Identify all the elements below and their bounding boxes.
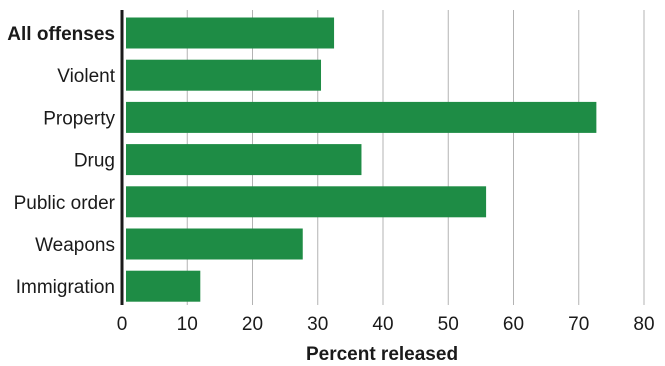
category-label-weapons: Weapons bbox=[35, 235, 115, 256]
category-label-property: Property bbox=[43, 108, 115, 129]
category-label-drug: Drug bbox=[74, 151, 115, 172]
bar-drug bbox=[126, 144, 362, 176]
x-axis-title: Percent released bbox=[306, 344, 458, 365]
x-tick-label-0: 0 bbox=[117, 314, 128, 335]
bar-weapons bbox=[126, 228, 303, 260]
category-label-violent: Violent bbox=[57, 66, 115, 87]
bar-immigration bbox=[126, 270, 201, 302]
category-labels: All offenses Violent Property Drug Public or… bbox=[7, 24, 115, 298]
bar-all-offenses bbox=[126, 17, 335, 49]
category-label-public-order: Public order bbox=[14, 193, 116, 214]
x-tick-label-20: 20 bbox=[242, 314, 263, 335]
bar-property bbox=[126, 101, 597, 133]
bar-public-order bbox=[126, 186, 487, 218]
x-tick-label-40: 40 bbox=[372, 314, 393, 335]
x-tick-label-10: 10 bbox=[177, 314, 198, 335]
category-label-immigration: Immigration bbox=[16, 277, 115, 298]
category-label-all-offenses: All offenses bbox=[7, 24, 115, 45]
x-tick-labels: 0 10 20 30 40 50 60 70 80 bbox=[117, 314, 655, 335]
bar-violent bbox=[126, 59, 322, 91]
bars bbox=[126, 17, 597, 302]
x-tick-label-50: 50 bbox=[438, 314, 459, 335]
x-tick-label-80: 80 bbox=[633, 314, 654, 335]
x-tick-label-30: 30 bbox=[307, 314, 328, 335]
x-tick-label-70: 70 bbox=[568, 314, 589, 335]
x-tick-label-60: 60 bbox=[503, 314, 524, 335]
